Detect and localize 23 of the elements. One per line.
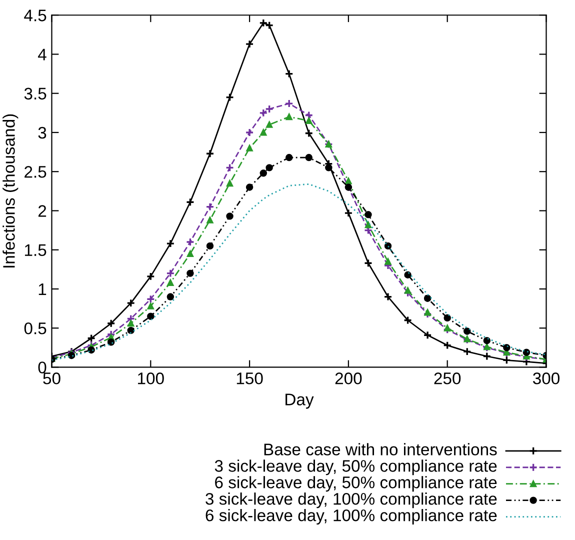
- y-tick-label: 1: [38, 284, 46, 295]
- legend-label: Base case with no interventions: [264, 443, 497, 456]
- x-tick-label: 50: [43, 372, 60, 384]
- x-tick-label: 150: [236, 372, 263, 384]
- y-axis-title: Infections (thousand): [2, 114, 18, 268]
- legend-label: 3 sick-leave day, 100% compliance rate: [206, 492, 497, 508]
- x-tick-label: 300: [532, 372, 560, 384]
- y-tick-label: 3: [38, 126, 46, 139]
- y-tick-label: 1.5: [24, 244, 46, 256]
- y-tick-label: 0: [38, 362, 46, 374]
- y-tick-label: 2.5: [24, 166, 46, 178]
- x-tick-label: 200: [335, 372, 362, 384]
- x-tick-label: 250: [434, 372, 461, 384]
- y-tick-label: 4.5: [24, 10, 46, 22]
- y-tick-label: 4: [38, 48, 46, 60]
- legend-label: 6 sick-leave day, 50% compliance rate: [215, 476, 497, 492]
- x-tick-label: 100: [138, 372, 164, 384]
- legend-label: 6 sick-leave day, 100% compliance rate: [206, 509, 497, 525]
- y-tick-label: 0.5: [24, 322, 46, 334]
- x-axis-title: Day: [286, 394, 314, 409]
- y-tick-label: 2: [38, 205, 46, 217]
- y-tick-label: 3.5: [24, 88, 46, 100]
- legend-label: 3 sick-leave day, 50% compliance rate: [214, 460, 497, 476]
